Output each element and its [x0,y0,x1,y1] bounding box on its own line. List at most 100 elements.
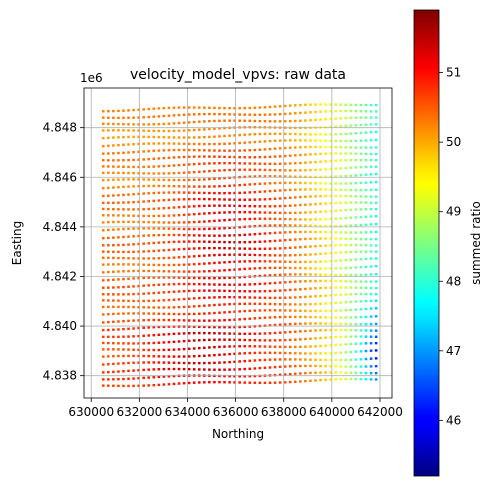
data-point [339,328,343,332]
data-point [299,246,302,249]
data-point [177,355,181,358]
data-point [324,182,327,185]
data-point [243,296,247,299]
data-point [268,260,272,263]
data-point [152,107,156,110]
data-point [228,191,231,195]
data-point [218,361,221,364]
data-point [233,149,236,152]
data-point [112,378,115,381]
data-point [197,142,201,146]
data-point [354,316,358,319]
data-point [253,309,257,312]
data-point [248,309,252,313]
data-point [319,103,322,106]
data-point [218,135,221,138]
data-point [309,145,312,149]
data-point [369,188,373,192]
data-point [157,221,161,224]
data-point [213,269,216,273]
data-point [238,119,241,122]
data-point [177,185,181,188]
data-point [243,247,247,250]
data-point [112,220,115,224]
data-point [172,248,176,251]
data-point [167,191,171,194]
data-point [344,328,348,332]
data-point [314,168,317,172]
data-point [258,162,262,165]
data-point [112,228,115,231]
data-point [223,134,226,138]
data-point [122,151,125,155]
data-point [101,263,105,266]
data-point [369,273,373,276]
data-point [304,224,307,227]
data-point [203,289,206,292]
data-point [228,276,231,279]
data-point [228,176,231,179]
data-point [137,250,140,253]
data-point [112,250,115,254]
data-point [147,318,151,322]
data-point [324,322,327,325]
data-point [369,158,373,162]
data-point [122,109,125,112]
data-point [309,273,312,276]
data-point [107,165,110,168]
data-point [299,181,302,185]
data-point [248,133,252,136]
data-point [364,195,368,198]
x-axis: 630000 632000 634000 636000 638000 640000 6420… [68,398,403,419]
data-point [344,301,348,304]
data-point [147,129,151,133]
data-point [273,373,277,377]
data-point [253,133,257,136]
data-point [208,361,211,365]
data-point [258,247,262,251]
data-point [187,368,191,371]
data-point [304,133,307,136]
data-point [112,341,115,345]
data-point [369,299,373,303]
data-point [228,345,231,348]
data-point [162,361,166,364]
data-point [248,325,252,328]
data-point [203,227,206,231]
data-point [101,229,105,232]
data-point [157,375,161,379]
data-point [349,365,353,368]
data-point [268,139,272,143]
data-point [304,188,307,191]
data-point [344,351,348,354]
data-point [273,168,277,172]
data-point [299,338,302,341]
data-point [172,191,176,194]
data-point [213,361,216,365]
data-point [324,202,327,205]
data-point [364,201,368,204]
data-point [273,260,277,263]
data-point [349,300,353,304]
data-point [233,318,236,321]
data-point [243,198,247,201]
data-point [243,149,247,152]
data-point [364,173,368,176]
data-point [278,309,282,312]
data-point [147,341,151,345]
data-point [324,358,327,362]
data-point [349,371,353,374]
data-point [369,139,373,142]
data-point [132,235,135,238]
data-point [238,162,241,165]
data-point [334,371,337,374]
data-point [258,182,262,186]
data-point [187,319,191,322]
data-point [258,106,262,109]
data-point [172,206,176,209]
data-point [278,281,282,284]
data-point [172,198,176,201]
data-point [344,146,348,149]
data-point [288,175,292,178]
data-point [112,286,115,289]
